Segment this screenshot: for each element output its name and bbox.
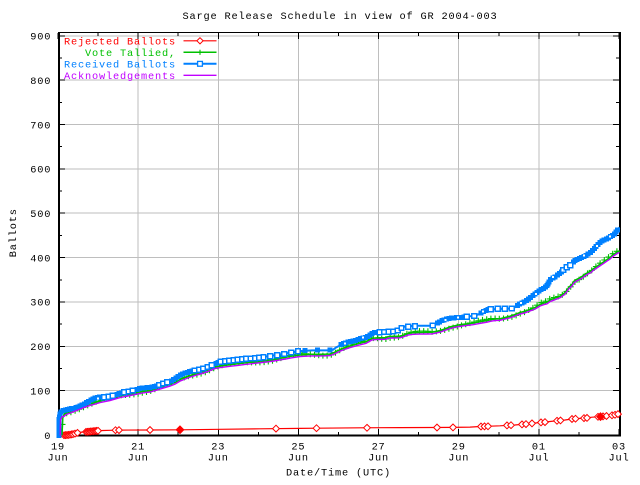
svg-text:400: 400 (30, 253, 51, 265)
svg-text:Jun: Jun (48, 453, 69, 465)
svg-text:Jun: Jun (208, 453, 229, 465)
svg-text:21: 21 (131, 441, 145, 453)
svg-text:0: 0 (44, 431, 51, 443)
svg-text:Ballots: Ballots (8, 208, 20, 257)
svg-text:25: 25 (291, 441, 305, 453)
svg-text:Rejected Ballots: Rejected Ballots (64, 36, 176, 48)
svg-text:Sarge Release Schedule in view: Sarge Release Schedule in view of GR 200… (183, 11, 498, 23)
svg-text:Jun: Jun (368, 453, 389, 465)
svg-text:Jul: Jul (528, 453, 549, 465)
svg-text:Jun: Jun (288, 453, 309, 465)
svg-text:Jun: Jun (448, 453, 469, 465)
svg-text:19: 19 (51, 441, 65, 453)
svg-text:200: 200 (30, 342, 51, 354)
svg-text:Acknowledgements: Acknowledgements (64, 71, 176, 83)
svg-text:23: 23 (211, 441, 225, 453)
svg-text:600: 600 (30, 165, 51, 177)
svg-text:300: 300 (30, 298, 51, 310)
svg-text:01: 01 (532, 441, 546, 453)
svg-text:900: 900 (30, 32, 51, 44)
svg-text:Date/Time (UTC): Date/Time (UTC) (286, 467, 391, 479)
svg-text:Jun: Jun (128, 453, 149, 465)
svg-text:29: 29 (452, 441, 466, 453)
svg-text:27: 27 (372, 441, 386, 453)
svg-text:100: 100 (30, 386, 51, 398)
svg-text:Jul: Jul (609, 453, 630, 465)
svg-text:700: 700 (30, 120, 51, 132)
svg-text:03: 03 (612, 441, 626, 453)
svg-text:800: 800 (30, 76, 51, 88)
svg-text:500: 500 (30, 209, 51, 221)
svg-text:Received Ballots: Received Ballots (64, 59, 176, 71)
svg-text:Vote Tallied,: Vote Tallied, (85, 48, 176, 60)
